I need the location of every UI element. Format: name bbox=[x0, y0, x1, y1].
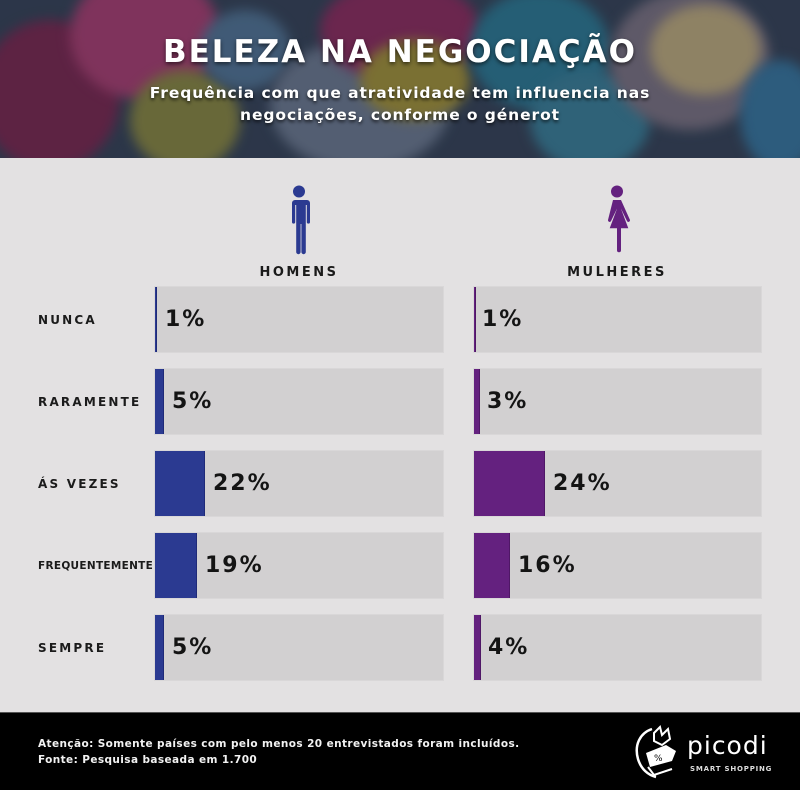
women-bar-frequentemente: 16% bbox=[473, 532, 762, 599]
brand-name: picodi bbox=[687, 731, 768, 760]
row-label-nunca: NUNCA bbox=[38, 312, 97, 327]
men-label: HOMENS bbox=[259, 265, 339, 280]
women-value: 3% bbox=[487, 389, 529, 414]
row-label-frequentemente: FREQUENTEMENTE bbox=[38, 559, 154, 572]
men-bar-fill bbox=[155, 533, 197, 598]
men-bar-frequentemente: 19% bbox=[154, 532, 444, 599]
female-figure-icon bbox=[607, 185, 631, 253]
women-bar-nunca: 1% bbox=[473, 286, 762, 353]
men-bar-fill bbox=[155, 369, 164, 434]
shopping-bag-tag-icon: % bbox=[635, 725, 676, 779]
women-label: MULHERES bbox=[567, 265, 667, 280]
men-bar-raramente: 5% bbox=[154, 368, 444, 435]
women-bar-raramente: 3% bbox=[473, 368, 762, 435]
men-value: 5% bbox=[172, 635, 214, 660]
women-value: 4% bbox=[488, 635, 530, 660]
svg-text:%: % bbox=[654, 754, 663, 764]
women-bar-fill bbox=[474, 451, 545, 516]
footer: Atenção: Somente países com pelo menos 2… bbox=[0, 712, 800, 790]
men-value: 22% bbox=[213, 471, 272, 496]
picodi-logo: % picodi SMART SHOPPING bbox=[632, 723, 782, 781]
women-bar-fill bbox=[474, 615, 481, 680]
row-label-as-vezes: ÁS VEZES bbox=[38, 476, 121, 491]
men-bar-sempre: 5% bbox=[154, 614, 444, 681]
men-bar-fill bbox=[155, 451, 205, 516]
male-figure-icon bbox=[291, 185, 310, 255]
footer-source: Fonte: Pesquisa baseada em 1.700 bbox=[38, 754, 258, 766]
men-value: 1% bbox=[165, 307, 207, 332]
page-title: BELEZA NA NEGOCIAÇÃO bbox=[162, 34, 637, 70]
men-bar-fill bbox=[155, 287, 157, 352]
men-value: 5% bbox=[172, 389, 214, 414]
men-bar-nunca: 1% bbox=[154, 286, 444, 353]
women-bar-fill bbox=[474, 369, 480, 434]
men-bar-fill bbox=[155, 615, 164, 680]
row-label-raramente: RARAMENTE bbox=[38, 394, 142, 409]
header-banner: BELEZA NA NEGOCIAÇÃO Frequência com que … bbox=[0, 0, 800, 158]
women-value: 24% bbox=[553, 471, 612, 496]
men-bar-as-vezes: 22% bbox=[154, 450, 444, 517]
women-bar-as-vezes: 24% bbox=[473, 450, 762, 517]
women-column-header: MULHERES bbox=[557, 185, 677, 280]
brand-tagline: SMART SHOPPING bbox=[690, 765, 773, 773]
women-bar-sempre: 4% bbox=[473, 614, 762, 681]
women-value: 1% bbox=[482, 307, 524, 332]
footer-note: Atenção: Somente países com pelo menos 2… bbox=[38, 738, 520, 750]
women-bar-fill bbox=[474, 533, 510, 598]
women-value: 16% bbox=[518, 553, 577, 578]
men-value: 19% bbox=[205, 553, 264, 578]
men-column-header: HOMENS bbox=[239, 185, 359, 280]
page-subtitle: Frequência com que atratividade tem infl… bbox=[149, 84, 651, 124]
row-label-sempre: SEMPRE bbox=[38, 640, 107, 655]
women-bar-fill bbox=[474, 287, 476, 352]
